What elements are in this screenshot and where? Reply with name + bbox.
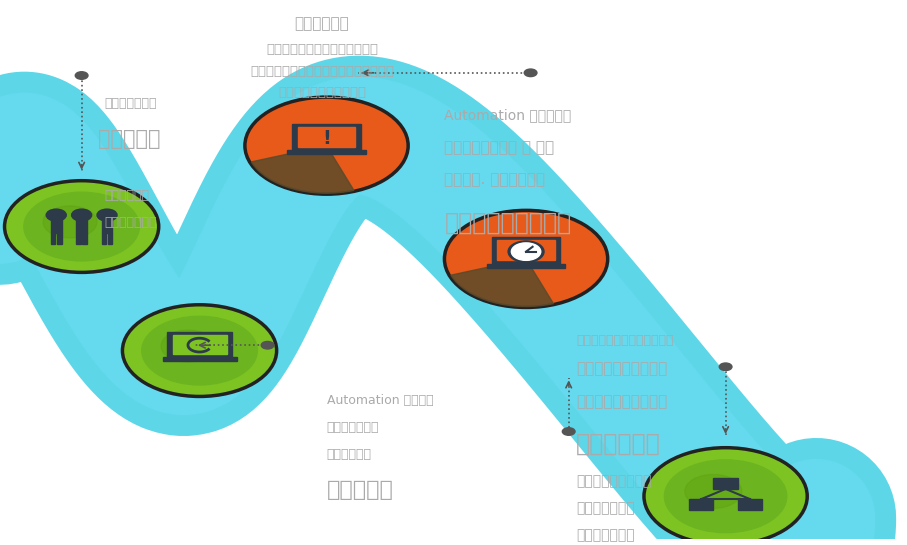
Bar xyxy=(487,264,565,268)
Bar xyxy=(108,233,112,244)
Circle shape xyxy=(122,305,277,396)
Circle shape xyxy=(444,210,608,307)
Circle shape xyxy=(72,209,92,221)
Bar xyxy=(51,217,62,233)
Circle shape xyxy=(562,428,575,435)
Text: すぐに勝利を: すぐに勝利を xyxy=(104,189,150,202)
Text: 手動の制御とプロセスが増えることで、: 手動の制御とプロセスが増えることで、 xyxy=(250,65,394,78)
Bar xyxy=(297,126,356,147)
Text: 高まる複雑性により、変更時に: 高まる複雑性により、変更時に xyxy=(266,43,378,56)
Wedge shape xyxy=(451,259,553,306)
Bar xyxy=(737,499,762,510)
Circle shape xyxy=(5,181,159,272)
Text: 中程度にまで: 中程度にまで xyxy=(327,447,372,461)
Circle shape xyxy=(508,241,544,262)
Bar xyxy=(497,240,554,261)
Bar xyxy=(51,233,55,244)
Bar xyxy=(172,335,227,354)
Bar xyxy=(102,217,112,233)
Wedge shape xyxy=(251,146,354,193)
Circle shape xyxy=(719,363,732,371)
Circle shape xyxy=(261,341,274,349)
Bar xyxy=(492,237,561,264)
Text: チームは変化を: チームは変化を xyxy=(104,97,157,110)
Text: 向上します: 向上します xyxy=(327,480,394,500)
Text: 作業スピードが落ちます: 作業スピードが落ちます xyxy=(278,86,366,99)
Text: 環境から学び、: 環境から学び、 xyxy=(576,501,635,516)
Bar xyxy=(102,233,106,244)
Circle shape xyxy=(141,316,258,385)
Circle shape xyxy=(43,206,97,238)
Text: つかむでしょう: つかむでしょう xyxy=(104,216,157,229)
Circle shape xyxy=(644,447,807,545)
Circle shape xyxy=(75,72,88,79)
Text: 精鋭たちは、: 精鋭たちは、 xyxy=(576,432,660,456)
Text: 低い仕事能力も: 低い仕事能力も xyxy=(327,421,379,434)
Text: !: ! xyxy=(322,129,331,148)
Text: 見せ始め、: 見せ始め、 xyxy=(98,130,161,149)
Text: 向上につながります。: 向上につながります。 xyxy=(576,361,668,377)
Circle shape xyxy=(512,243,541,261)
Circle shape xyxy=(97,209,117,221)
Bar xyxy=(57,233,62,244)
Bar xyxy=(713,479,738,489)
Text: 増えます. 技術的負債は: 増えます. 技術的負債は xyxy=(444,173,545,187)
Circle shape xyxy=(245,97,408,194)
Circle shape xyxy=(664,460,786,532)
Text: 技術的負債と: 技術的負債と xyxy=(295,16,349,31)
Bar xyxy=(689,499,713,510)
Text: 専門知識を活かし、: 専門知識を活かし、 xyxy=(576,475,651,489)
Text: 増えるばかりです。: 増えるばかりです。 xyxy=(444,210,571,234)
Circle shape xyxy=(161,330,215,362)
Circle shape xyxy=(24,192,140,261)
Bar xyxy=(76,217,87,233)
Circle shape xyxy=(46,209,66,221)
Text: 生産性の飛躍を: 生産性の飛躍を xyxy=(576,529,635,543)
Bar xyxy=(76,233,81,244)
Text: Automation を使うと: Automation を使うと xyxy=(327,393,434,407)
Text: たゆまぬ改善は、仕事能力の: たゆまぬ改善は、仕事能力の xyxy=(576,335,673,347)
Text: 仕事能力が高い人や、: 仕事能力が高い人や、 xyxy=(576,393,668,409)
Bar xyxy=(162,357,237,361)
Bar xyxy=(83,233,87,244)
Bar xyxy=(288,150,366,154)
Bar xyxy=(292,124,361,150)
Text: Automation によって、: Automation によって、 xyxy=(444,108,571,122)
Bar xyxy=(167,332,232,358)
Text: 手動で扱うテスト 要 件が: 手動で扱うテスト 要 件が xyxy=(444,140,554,155)
Circle shape xyxy=(685,474,742,508)
Circle shape xyxy=(524,69,537,77)
